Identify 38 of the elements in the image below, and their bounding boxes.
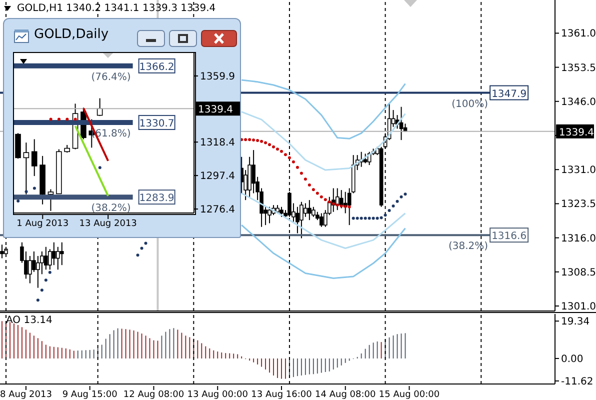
y-tick-label: 1353.5 (561, 62, 596, 74)
ref-line-label: 1316.6 (492, 231, 527, 242)
y-tick-label: 1301.0 (561, 302, 596, 313)
x-tick-label: 8 Aug 2013 (0, 390, 52, 400)
y-tick-label: 1276.4 (200, 204, 235, 216)
annotation: (100%) (452, 98, 488, 110)
x-tick-label: 1 Aug 2013 (16, 219, 69, 229)
y-tick-label: 1361.0 (561, 28, 596, 40)
y-tick-label: 19.34 (561, 316, 590, 328)
x-tick-label: 13 Aug 00:00 (187, 390, 248, 400)
y-tick-label: 1323.5 (561, 199, 596, 210)
ref-line-label: 1339.4 (559, 127, 594, 138)
ref-line-label: 1339.4 (198, 104, 233, 116)
y-tick-label: 1318.4 (200, 138, 235, 149)
y-tick-label: 1359.9 (200, 72, 235, 82)
ref-line-label: 1283.9 (139, 193, 174, 204)
annotation: (38.2%) (91, 203, 131, 214)
x-tick-label: 13 Aug 16:00 (251, 390, 312, 400)
ref-line-label: 1366.2 (139, 62, 174, 73)
chart-title: AO 13.14 (6, 315, 52, 326)
ref-line-label: 1330.7 (139, 118, 174, 130)
x-tick-label: 9 Aug 15:00 (62, 390, 118, 400)
y-tick-label: 1346.0 (561, 96, 596, 108)
x-tick-label: 15 Aug 00:00 (378, 390, 440, 400)
x-tick-label: 14 Aug 08:00 (315, 390, 376, 400)
y-tick-label: 0.00 (561, 354, 584, 366)
chart-title: GOLD,H1 1340.2 1341.1 1339.3 1339.4 (17, 3, 216, 14)
chart-title: GOLD,Daily (34, 27, 109, 42)
x-tick-label: 12 Aug 08:00 (123, 390, 184, 400)
y-tick-label: 1316.0 (561, 233, 596, 244)
y-tick-label: 1331.0 (561, 165, 596, 176)
y-tick-label: 1308.5 (561, 267, 596, 278)
ref-line-label: 1347.9 (492, 88, 527, 100)
annotation: (38.2%) (448, 241, 488, 252)
annotation: (76.4%) (91, 72, 131, 83)
y-tick-label: 1297.4 (200, 171, 235, 182)
y-tick-label: -11.62 (561, 376, 594, 388)
x-tick-label: 13 Aug 2013 (79, 219, 137, 229)
